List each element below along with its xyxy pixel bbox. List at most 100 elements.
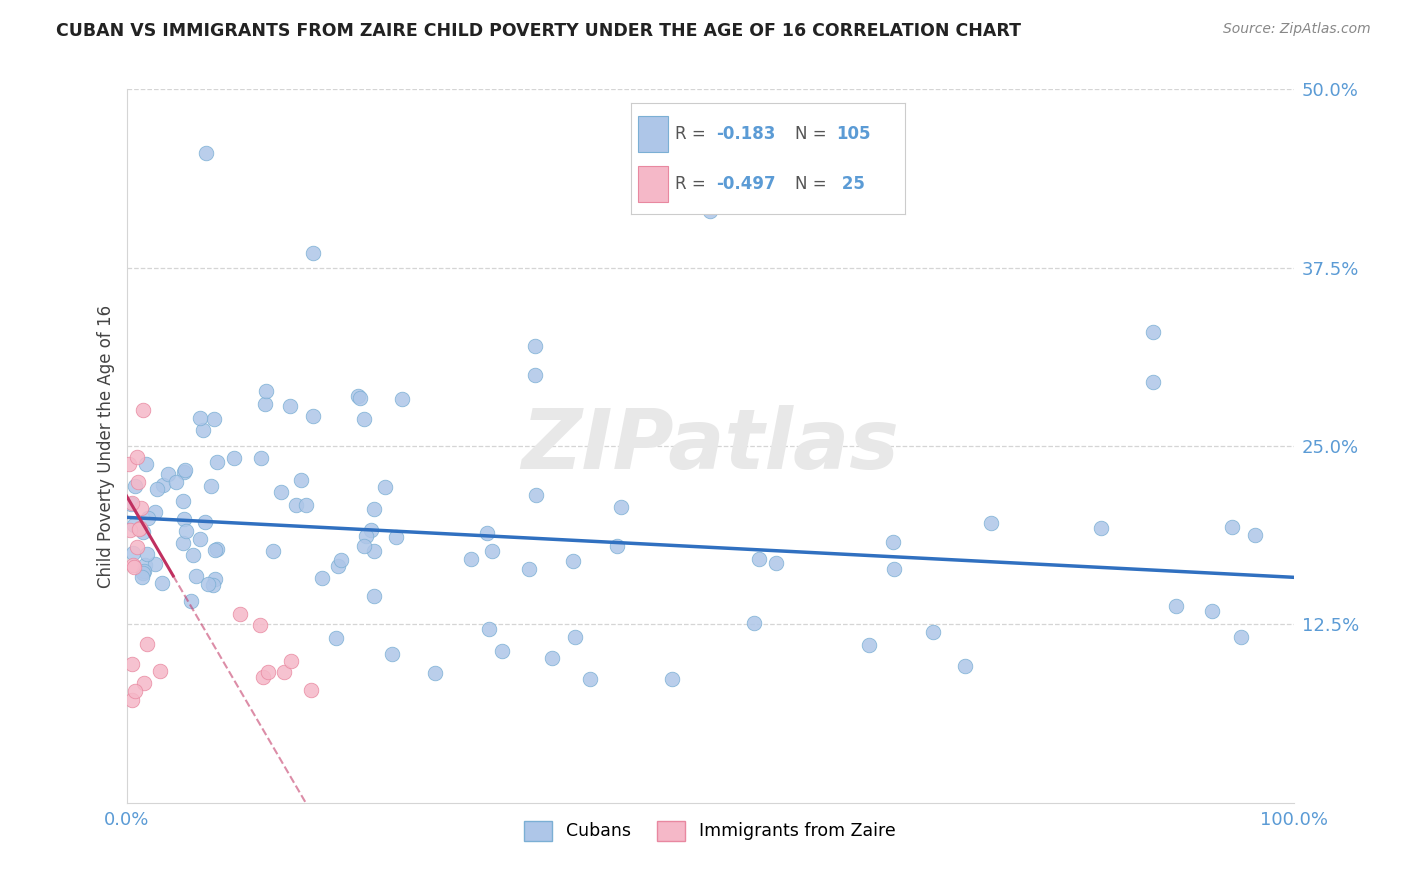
Point xyxy=(150,575,173,590)
Point xyxy=(173,512,195,526)
Point xyxy=(347,389,370,403)
Point xyxy=(136,637,159,651)
Point xyxy=(270,485,292,500)
Point xyxy=(360,524,382,538)
Point xyxy=(183,549,205,563)
Point xyxy=(1220,520,1243,534)
Point xyxy=(699,203,721,218)
Point xyxy=(481,544,503,558)
Point xyxy=(134,676,156,690)
Text: ZIPatlas: ZIPatlas xyxy=(522,406,898,486)
Point xyxy=(748,552,770,566)
Point xyxy=(125,450,148,465)
Point xyxy=(131,570,153,584)
Legend: Cubans, Immigrants from Zaire: Cubans, Immigrants from Zaire xyxy=(517,814,903,847)
Point xyxy=(477,525,499,540)
Point xyxy=(363,544,385,558)
Point xyxy=(765,556,787,570)
Point xyxy=(194,515,217,529)
Point xyxy=(132,566,155,580)
Text: Source: ZipAtlas.com: Source: ZipAtlas.com xyxy=(1223,22,1371,37)
Point xyxy=(174,524,197,539)
Point xyxy=(121,496,143,510)
Point xyxy=(299,683,322,698)
Point xyxy=(197,577,219,591)
Point xyxy=(953,659,976,673)
Point xyxy=(122,558,145,573)
Point xyxy=(188,532,211,546)
Point xyxy=(302,246,325,260)
Point xyxy=(285,498,308,512)
Point xyxy=(385,530,408,544)
Point xyxy=(1244,528,1267,542)
Point xyxy=(132,403,155,417)
Point xyxy=(202,411,225,425)
Point xyxy=(252,670,274,684)
Point xyxy=(249,617,271,632)
Point xyxy=(165,475,187,490)
Point xyxy=(184,569,207,583)
Point xyxy=(353,412,375,426)
Point xyxy=(519,562,541,576)
Point xyxy=(742,615,765,630)
Point xyxy=(523,339,546,353)
Point xyxy=(134,558,156,572)
Point xyxy=(129,501,152,516)
Point xyxy=(374,480,396,494)
Point xyxy=(118,524,141,538)
Point xyxy=(460,552,482,566)
Point xyxy=(980,516,1002,530)
Point xyxy=(330,553,353,567)
Point xyxy=(349,392,371,406)
Point xyxy=(145,505,167,519)
Point xyxy=(524,488,547,502)
Point xyxy=(122,546,145,560)
Point xyxy=(280,654,302,668)
Point xyxy=(250,451,273,466)
Point xyxy=(172,536,194,550)
Point xyxy=(122,518,145,533)
Point xyxy=(124,683,146,698)
Point xyxy=(523,368,546,382)
Point xyxy=(883,562,905,576)
Point xyxy=(311,571,333,585)
Point xyxy=(363,502,385,516)
Point xyxy=(579,673,602,687)
Point xyxy=(194,146,217,161)
Point xyxy=(135,457,157,471)
Point xyxy=(273,665,295,679)
Point xyxy=(254,384,277,398)
Point xyxy=(134,564,156,578)
Point xyxy=(541,651,564,665)
Point xyxy=(190,411,212,425)
Point xyxy=(491,644,513,658)
Point xyxy=(222,450,245,465)
Point xyxy=(606,539,628,553)
Point xyxy=(122,559,145,574)
Point xyxy=(325,631,347,645)
Point xyxy=(124,478,146,492)
Point xyxy=(257,665,280,679)
Point xyxy=(381,648,404,662)
Point xyxy=(423,666,446,681)
Point xyxy=(145,482,167,496)
Point xyxy=(353,539,375,553)
Point xyxy=(610,500,633,514)
Y-axis label: Child Poverty Under the Age of 16: Child Poverty Under the Age of 16 xyxy=(97,304,115,588)
Point xyxy=(173,463,195,477)
Point xyxy=(205,541,228,556)
Point xyxy=(121,693,143,707)
Point xyxy=(173,465,195,479)
Point xyxy=(391,392,413,407)
Point xyxy=(922,624,945,639)
Point xyxy=(136,547,159,561)
Point xyxy=(326,559,349,574)
Point xyxy=(129,521,152,535)
Point xyxy=(127,475,149,489)
Point xyxy=(132,525,155,540)
Point xyxy=(363,589,385,603)
Point xyxy=(1142,375,1164,389)
Point xyxy=(200,479,222,493)
Point xyxy=(1142,325,1164,339)
Point xyxy=(661,672,683,686)
